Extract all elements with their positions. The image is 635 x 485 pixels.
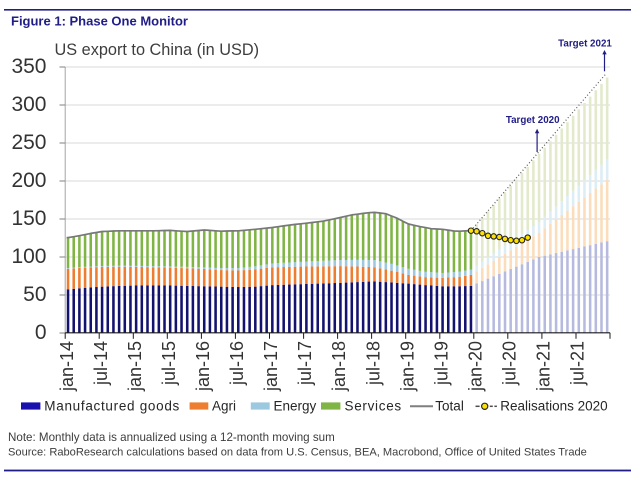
svg-text:250: 250 — [11, 131, 46, 154]
svg-text:Total: Total — [435, 398, 464, 413]
svg-text:jan-21: jan-21 — [533, 341, 553, 392]
svg-text:350: 350 — [11, 55, 46, 78]
svg-text:Energy: Energy — [274, 398, 317, 413]
svg-text:jul-17: jul-17 — [295, 341, 315, 386]
svg-text:Source: RaboResearch calculati: Source: RaboResearch calculations based … — [8, 447, 587, 459]
svg-text:jul-19: jul-19 — [431, 341, 451, 386]
svg-text:jan-20: jan-20 — [465, 341, 485, 392]
svg-text:jan-16: jan-16 — [193, 341, 213, 392]
svg-text:Target 2021: Target 2021 — [558, 39, 612, 50]
svg-text:jan-15: jan-15 — [125, 341, 145, 392]
svg-text:jan-14: jan-14 — [57, 341, 77, 392]
svg-text:jan-17: jan-17 — [261, 341, 281, 392]
svg-text:50: 50 — [23, 283, 46, 306]
svg-text:150: 150 — [11, 207, 46, 230]
svg-text:jul-14: jul-14 — [91, 341, 111, 386]
svg-text:Agri: Agri — [212, 398, 236, 413]
svg-text:jan-18: jan-18 — [329, 341, 349, 392]
svg-text:jul-21: jul-21 — [568, 341, 588, 386]
svg-text:US export to China (in USD): US export to China (in USD) — [55, 41, 260, 59]
svg-text:Services: Services — [345, 398, 402, 413]
svg-text:Realisations 2020: Realisations 2020 — [500, 398, 607, 413]
svg-text:Manufactured goods: Manufactured goods — [44, 398, 180, 413]
svg-text:jul-20: jul-20 — [499, 341, 519, 386]
svg-text:200: 200 — [11, 169, 46, 192]
svg-text:300: 300 — [11, 93, 46, 116]
svg-text:Note: Monthly data is annualiz: Note: Monthly data is annualized using a… — [8, 431, 335, 444]
svg-text:jan-19: jan-19 — [397, 341, 417, 392]
svg-text:jul-16: jul-16 — [227, 341, 247, 386]
svg-text:Figure 1: Phase One Monitor: Figure 1: Phase One Monitor — [11, 14, 188, 29]
svg-text:Target 2020: Target 2020 — [506, 115, 560, 126]
svg-text:0: 0 — [35, 321, 47, 344]
svg-text:100: 100 — [11, 245, 46, 268]
svg-text:jul-15: jul-15 — [159, 341, 179, 386]
svg-text:jul-18: jul-18 — [363, 341, 383, 386]
